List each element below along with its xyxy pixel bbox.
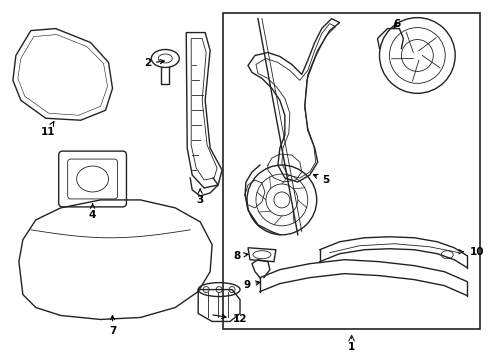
Text: 6: 6 [394,19,401,28]
Text: 8: 8 [233,251,248,261]
Text: 2: 2 [144,58,164,68]
Text: 11: 11 [41,122,55,137]
Text: 9: 9 [244,280,260,289]
Text: 5: 5 [314,174,329,185]
Text: 1: 1 [348,342,355,352]
Text: 12: 12 [213,314,247,324]
Text: 4: 4 [89,204,96,220]
Text: 7: 7 [109,315,116,336]
Text: 10: 10 [459,247,484,257]
Bar [223,13,480,329]
Text: 3: 3 [196,189,204,205]
